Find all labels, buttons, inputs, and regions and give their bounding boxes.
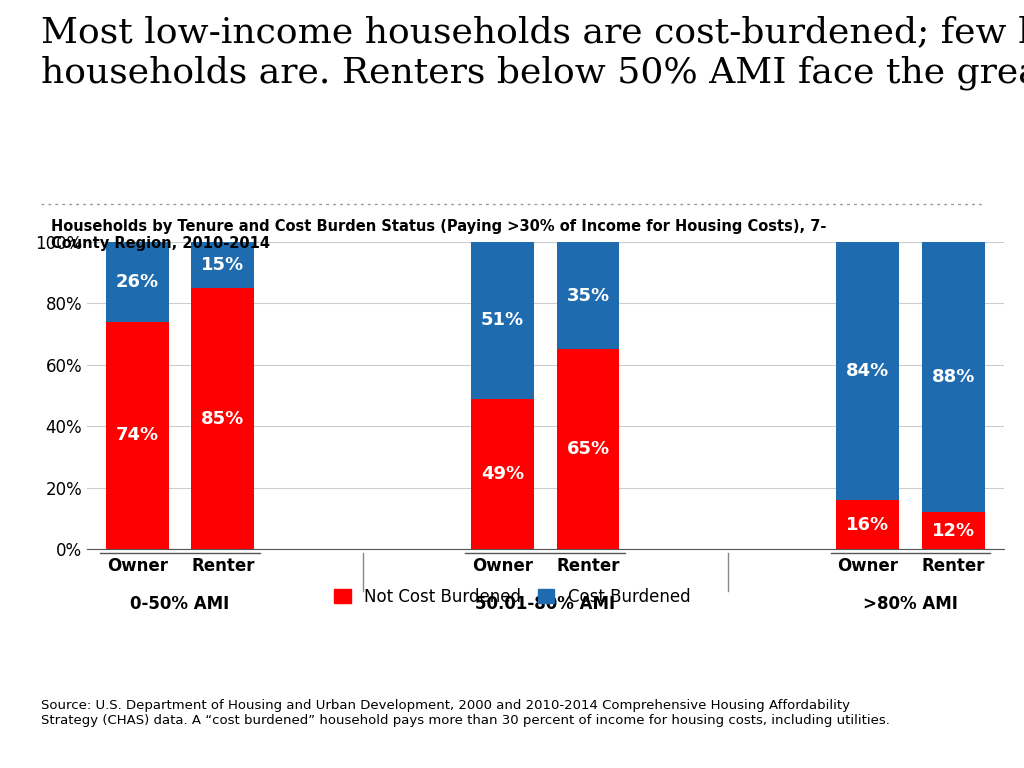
Text: >80% AMI: >80% AMI [863, 595, 957, 613]
Bar [471, 399, 534, 549]
Text: 0-50% AMI: 0-50% AMI [130, 595, 229, 613]
Bar [105, 322, 169, 549]
Text: 12%: 12% [932, 521, 975, 540]
Text: 26%: 26% [116, 273, 159, 291]
Bar [557, 349, 620, 549]
Bar [922, 242, 985, 512]
Bar [837, 242, 899, 500]
Text: 88%: 88% [932, 368, 975, 386]
Text: Most low-income households are cost-burdened; few higher income
households are. : Most low-income households are cost-burd… [41, 15, 1024, 90]
Text: 84%: 84% [846, 362, 889, 380]
Bar [191, 242, 254, 288]
Legend: Not Cost Burdened, Cost Burdened: Not Cost Burdened, Cost Burdened [334, 588, 690, 606]
Bar [105, 242, 169, 322]
Bar [557, 242, 620, 349]
Bar [191, 288, 254, 549]
Text: 65%: 65% [566, 440, 609, 458]
Text: 49%: 49% [481, 465, 524, 483]
Bar [922, 512, 985, 549]
Bar [837, 500, 899, 549]
Text: 51%: 51% [481, 311, 524, 329]
Text: Households by Tenure and Cost Burden Status (Paying >30% of Income for Housing C: Households by Tenure and Cost Burden Sta… [51, 219, 826, 251]
Text: 50.01-80% AMI: 50.01-80% AMI [475, 595, 615, 613]
Text: 74%: 74% [116, 426, 159, 445]
Text: 85%: 85% [202, 409, 245, 428]
Text: 16%: 16% [846, 515, 889, 534]
Bar [471, 242, 534, 399]
Text: 15%: 15% [202, 256, 245, 274]
Text: 35%: 35% [566, 286, 609, 305]
Text: Source: U.S. Department of Housing and Urban Development, 2000 and 2010-2014 Com: Source: U.S. Department of Housing and U… [41, 699, 890, 727]
